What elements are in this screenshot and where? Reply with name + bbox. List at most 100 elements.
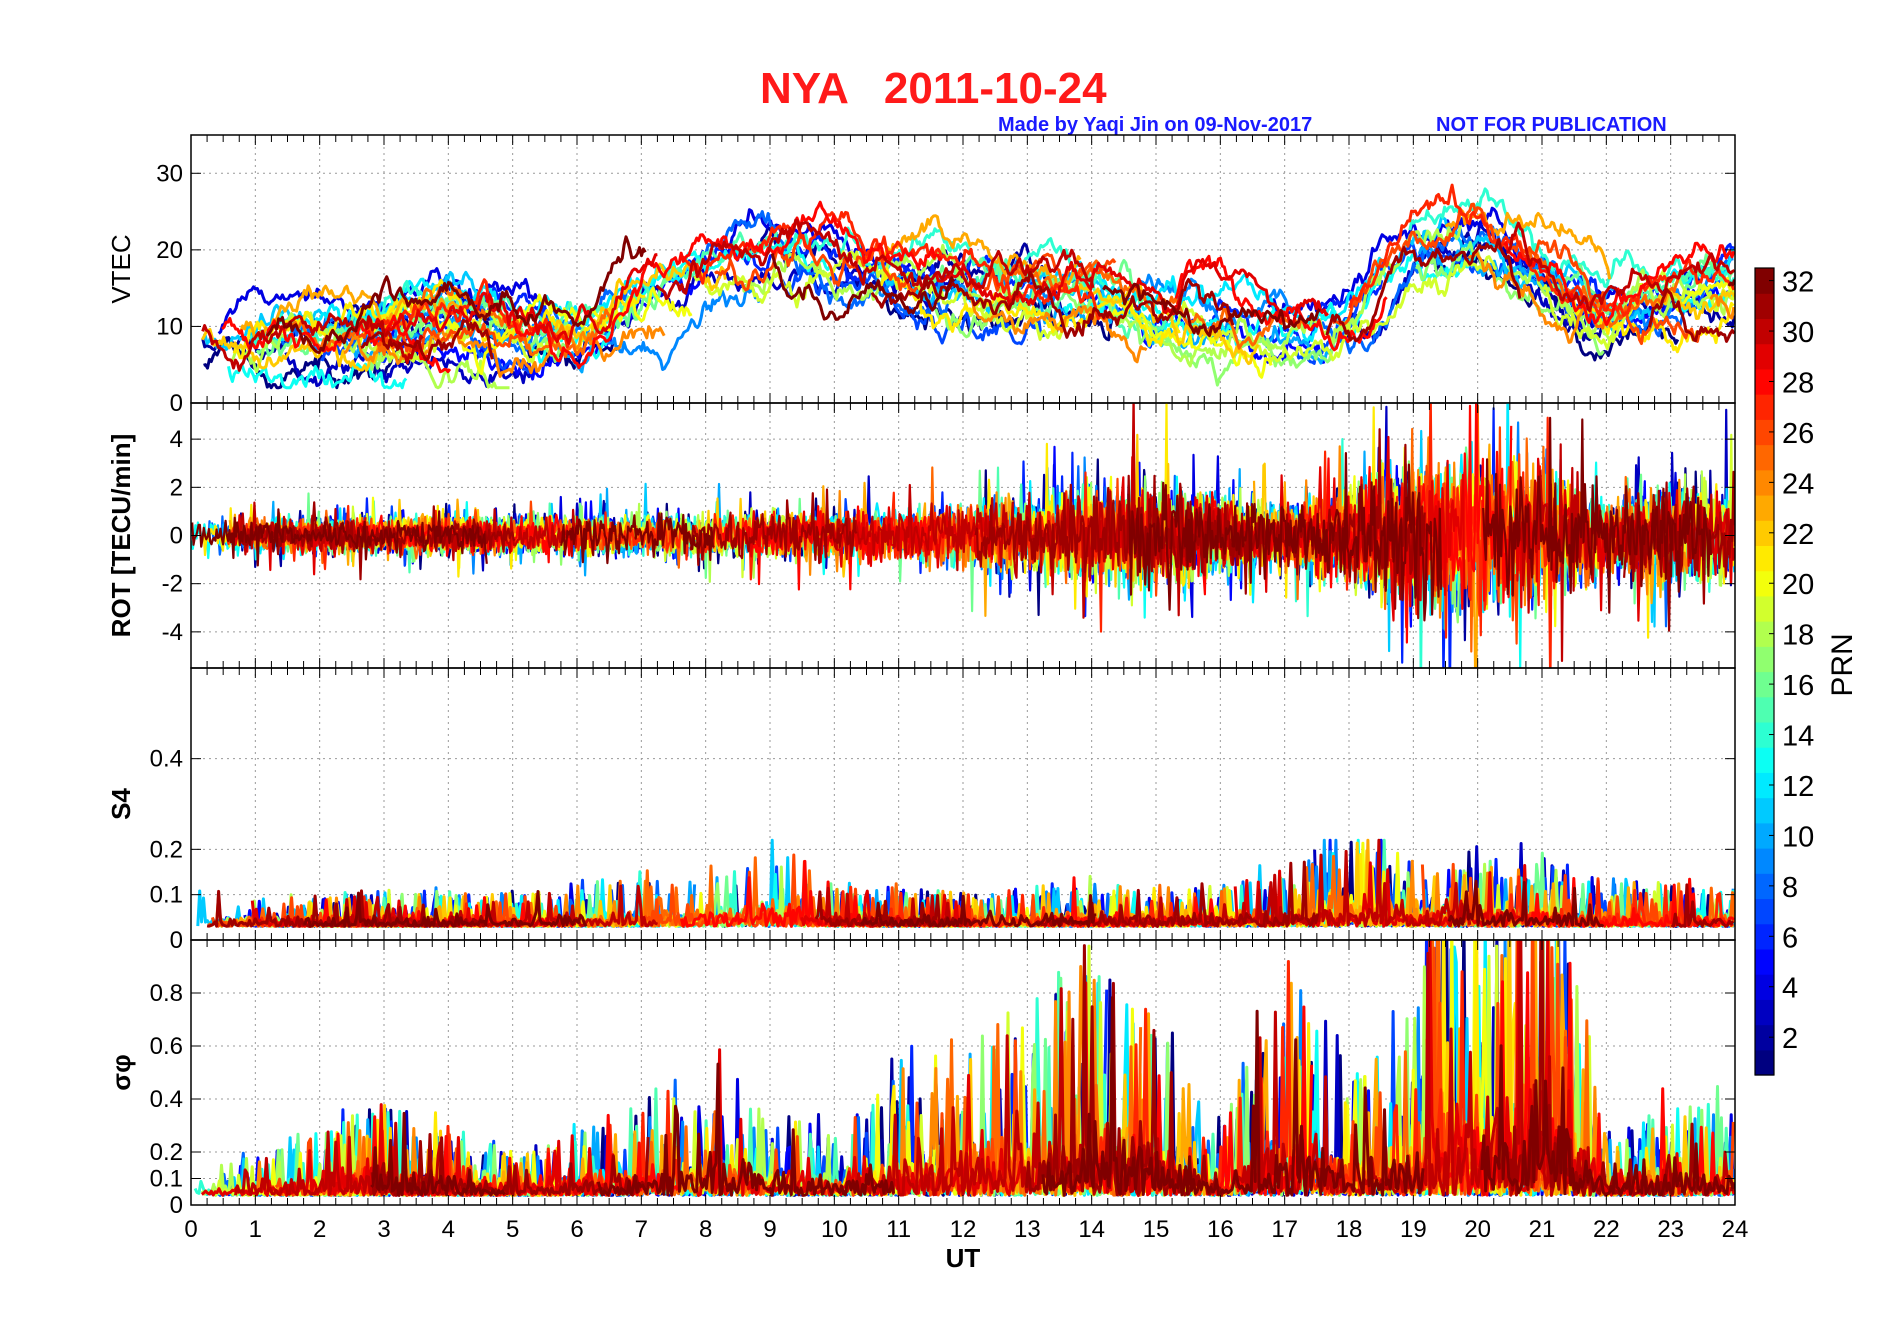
- series-line-prn-32: [770, 253, 955, 321]
- x-tick-label: 23: [1657, 1216, 1684, 1243]
- series-line-prn-29: [365, 253, 658, 345]
- colorbar-swatch: [1755, 1049, 1774, 1076]
- colorbar-swatch: [1755, 494, 1774, 521]
- x-tick-label: 1: [249, 1216, 262, 1243]
- y-tick-label: -2: [162, 571, 183, 598]
- y-axis-label: S4: [106, 788, 136, 820]
- colorbar-tick-label: 28: [1782, 367, 1814, 399]
- series-line-prn-14: [1408, 187, 1735, 288]
- colorbar-swatch: [1755, 318, 1774, 345]
- colorbar-swatch: [1755, 721, 1774, 748]
- series-line-prn-13: [227, 362, 408, 390]
- y-tick-label: 2: [170, 474, 183, 501]
- x-tick-label: 7: [635, 1216, 648, 1243]
- y-tick-label: 0.1: [150, 882, 183, 909]
- colorbar-frame: [1754, 267, 1775, 1076]
- x-tick-label: 24: [1722, 1216, 1749, 1243]
- x-tick-label: 0: [184, 1216, 197, 1243]
- series-line-prn-31: [1325, 237, 1522, 343]
- colorbar-tick-label: 12: [1782, 771, 1814, 803]
- y-tick-label: 0.4: [150, 746, 183, 773]
- traces-sigma_phi: [193, 940, 1735, 1197]
- colorbar-swatch: [1755, 923, 1774, 950]
- colorbar-tick-label: 30: [1782, 317, 1814, 349]
- series-line-prn-23: [239, 284, 464, 338]
- series-line-prn-8: [699, 210, 950, 316]
- colorbar-tick-label: 20: [1782, 569, 1814, 601]
- series-line-prn-32: [596, 1062, 896, 1197]
- colorbar-tick-label: 14: [1782, 721, 1814, 753]
- x-tick-label: 18: [1336, 1216, 1363, 1243]
- panel-vtec: 0 10 20 30 VTEC: [106, 134, 1736, 417]
- colorbar-swatch: [1755, 368, 1774, 395]
- x-tick-label: 14: [1078, 1216, 1105, 1243]
- series-line-prn-23: [876, 214, 1082, 293]
- panel-s4: 0 0.1 0.2 0.4 S4: [106, 667, 1736, 954]
- y-tick-label: 0.4: [150, 1086, 183, 1113]
- series-line-prn-25: [1010, 259, 1307, 350]
- colorbar-swatch: [1755, 822, 1774, 849]
- series-line-prn-24: [343, 324, 666, 378]
- series-line-prn-30: [201, 312, 424, 372]
- x-tick-label: 12: [950, 1216, 977, 1243]
- colorbar-tick-label: 16: [1782, 670, 1814, 702]
- colorbar-swatch: [1755, 394, 1774, 420]
- publication-notice: NOT FOR PUBLICATION: [1436, 114, 1667, 136]
- series-line-prn-26: [358, 322, 527, 353]
- series-line-prn-31: [689, 488, 858, 567]
- x-tick-label: 3: [377, 1216, 390, 1243]
- series-line-prn-32: [303, 890, 588, 928]
- colorbar-tick-label: 32: [1782, 267, 1814, 299]
- x-tick-label: 17: [1271, 1216, 1298, 1243]
- colorbar-tick-label: 4: [1782, 973, 1798, 1005]
- x-tick-label: 8: [699, 1216, 712, 1243]
- traces-s4: [196, 838, 1735, 928]
- colorbar-swatch: [1755, 1024, 1774, 1051]
- series-line-prn-32: [1041, 996, 1425, 1197]
- series-line-prn-30: [1505, 221, 1735, 313]
- y-axis-label: σφ: [106, 1054, 136, 1090]
- series-line-prn-30: [655, 218, 1095, 301]
- series-line-prn-22: [1077, 283, 1260, 366]
- series-line-prn-24: [1467, 249, 1605, 344]
- traces-rot: [191, 403, 1735, 668]
- x-tick-label: 6: [570, 1216, 583, 1243]
- series-line-prn-32: [191, 508, 488, 567]
- series-line-prn-23: [1444, 208, 1612, 280]
- colorbar-swatch: [1755, 520, 1774, 547]
- colorbar-swatch: [1755, 772, 1774, 799]
- colorbar-tick-label: 24: [1782, 468, 1814, 500]
- colorbar-swatch: [1755, 671, 1774, 698]
- series-line-prn-31: [1509, 940, 1700, 1197]
- colorbar-swatch: [1755, 545, 1774, 572]
- series-line-prn-29: [694, 1048, 1042, 1197]
- y-tick-label: 0: [170, 927, 183, 954]
- colorbar-tick-label: 2: [1782, 1023, 1798, 1055]
- y-tick-label: 0: [170, 523, 183, 550]
- y-tick-label: 0.6: [150, 1033, 183, 1060]
- figure-title: NYA 2011-10-24: [760, 64, 1107, 113]
- x-tick-label: 10: [821, 1216, 848, 1243]
- series-line-prn-19: [693, 250, 1066, 341]
- x-tick-label: 15: [1143, 1216, 1170, 1243]
- series-line-prn-24: [1709, 293, 1735, 320]
- series-line-prn-32: [1127, 452, 1443, 622]
- series-line-prn-26: [1332, 202, 1702, 345]
- colorbar-swatch: [1755, 898, 1774, 925]
- series-line-prn-32: [370, 1111, 506, 1197]
- series-line-prn-26: [714, 233, 918, 294]
- series-line-prn-25: [283, 285, 614, 359]
- colorbar-swatch: [1755, 444, 1774, 471]
- colorbar-tick-label: 6: [1782, 922, 1798, 954]
- colorbar-tick-label: 18: [1782, 620, 1814, 652]
- series-line-prn-18: [230, 311, 510, 390]
- x-tick-label: 21: [1529, 1216, 1556, 1243]
- y-tick-label: -4: [162, 619, 183, 646]
- series-line-prn-31: [814, 890, 957, 928]
- colorbar-swatch: [1755, 419, 1774, 446]
- colorbar-swatch: [1755, 848, 1774, 874]
- series-line-prn-24: [967, 293, 1148, 364]
- y-axis-label: ROT [TECU/min]: [106, 434, 136, 638]
